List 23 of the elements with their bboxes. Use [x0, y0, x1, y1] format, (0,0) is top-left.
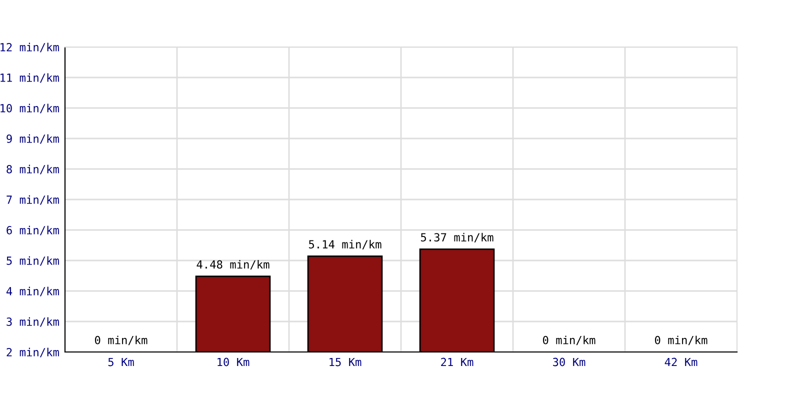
y-tick-label: 3 min/km	[6, 317, 59, 327]
text: 0 min/km	[94, 336, 148, 346]
text: 0 min/km	[542, 336, 596, 346]
y-tick-label: 10 min/km	[0, 104, 59, 114]
y-tick-label: 12 min/km	[0, 42, 59, 52]
y-tick-label: 4 min/km	[6, 286, 59, 296]
text: 0 min/km	[654, 336, 708, 346]
y-tick-label: 5 min/km	[6, 256, 59, 266]
x-tick-label: 15 Km	[330, 358, 362, 366]
data-label: 5.14 min/km	[308, 240, 382, 250]
x-tick-label: 30 Km	[553, 358, 586, 366]
y-tick-label: 8 min/km	[6, 164, 59, 174]
y-tick-label: 2 min/km	[6, 348, 59, 358]
x-tick-label: 5 Km	[108, 358, 134, 366]
y-tick-label: 11 min/km	[0, 73, 59, 83]
x-tick-label: 21 Km	[441, 358, 474, 366]
y-tick-label: 7 min/km	[6, 195, 59, 205]
y-tick-label: 9 min/km	[6, 134, 59, 144]
x-tick-label: 42 Km	[664, 358, 698, 366]
data-label: 5.37 min/km	[420, 232, 494, 242]
y-tick-label: 6 min/km	[6, 226, 59, 236]
x-tick-label: 10 Km	[218, 358, 250, 366]
data-label: 4.48 min/km	[196, 260, 270, 270]
